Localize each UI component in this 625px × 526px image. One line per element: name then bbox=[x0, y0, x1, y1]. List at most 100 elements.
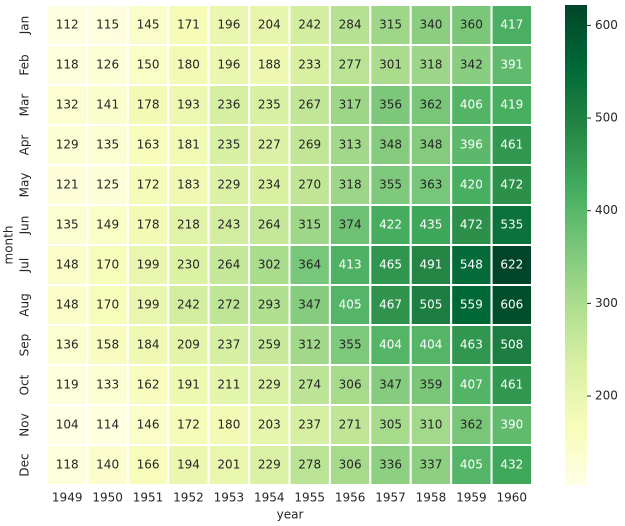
heatmap-cell bbox=[288, 84, 331, 126]
heatmap-cell bbox=[409, 244, 453, 286]
cell-label: 374 bbox=[339, 218, 362, 232]
cell-label: 355 bbox=[379, 178, 402, 192]
cell-label: 417 bbox=[500, 18, 523, 32]
heatmap-cell bbox=[490, 284, 534, 326]
cell-label: 348 bbox=[379, 138, 402, 152]
x-tick-label: 1954 bbox=[254, 491, 285, 505]
heatmap-cell bbox=[86, 364, 129, 406]
heatmap-cell bbox=[86, 404, 129, 446]
cell-label: 406 bbox=[460, 98, 483, 112]
heatmap-cell bbox=[490, 444, 534, 486]
cell-label: 183 bbox=[177, 178, 200, 192]
cell-label: 141 bbox=[96, 98, 119, 112]
cell-label: 413 bbox=[339, 258, 362, 272]
heatmap-cell bbox=[450, 164, 493, 206]
heatmap-cell bbox=[369, 404, 412, 446]
cell-label: 170 bbox=[96, 298, 119, 312]
cell-label: 301 bbox=[379, 58, 402, 72]
cell-label: 284 bbox=[339, 18, 362, 32]
heatmap-cell bbox=[167, 204, 210, 246]
cell-label: 119 bbox=[56, 378, 79, 392]
y-axis-label: month bbox=[2, 226, 16, 265]
heatmap-cell bbox=[207, 244, 251, 286]
heatmap-cell bbox=[288, 204, 331, 246]
heatmap-cell bbox=[409, 124, 453, 166]
heatmap-cell bbox=[248, 404, 291, 446]
cell-label: 204 bbox=[258, 18, 281, 32]
heatmap-cell bbox=[328, 324, 372, 366]
heatmap-cell bbox=[369, 244, 412, 286]
heatmap-cell bbox=[328, 4, 372, 46]
heatmap-cell bbox=[490, 84, 534, 126]
heatmap-cell bbox=[126, 324, 170, 366]
y-tick-label: Nov bbox=[18, 413, 32, 436]
cell-label: 227 bbox=[258, 138, 281, 152]
cell-label: 348 bbox=[420, 138, 443, 152]
cell-label: 158 bbox=[96, 338, 119, 352]
colorbar bbox=[565, 5, 587, 485]
cell-label: 132 bbox=[56, 98, 79, 112]
cell-label: 201 bbox=[217, 458, 240, 472]
heatmap-cell bbox=[328, 364, 372, 406]
cell-label: 237 bbox=[217, 338, 240, 352]
heatmap-cell bbox=[490, 124, 534, 166]
cell-label: 135 bbox=[56, 218, 79, 232]
heatmap-cell bbox=[207, 284, 251, 326]
cell-label: 318 bbox=[339, 178, 362, 192]
heatmap-cell bbox=[248, 204, 291, 246]
colorbar-tick-label: 600 bbox=[595, 18, 618, 32]
cell-label: 306 bbox=[339, 378, 362, 392]
cell-label: 129 bbox=[56, 138, 79, 152]
cell-label: 422 bbox=[379, 218, 402, 232]
cell-label: 318 bbox=[420, 58, 443, 72]
cell-label: 347 bbox=[298, 298, 321, 312]
heatmap-cell bbox=[207, 44, 251, 86]
heatmap-cell bbox=[248, 164, 291, 206]
cell-label: 126 bbox=[96, 58, 119, 72]
cell-label: 133 bbox=[96, 378, 119, 392]
cell-label: 218 bbox=[177, 218, 200, 232]
y-tick-label: Aug bbox=[18, 293, 32, 316]
cell-label: 310 bbox=[420, 418, 443, 432]
x-tick-label: 1953 bbox=[214, 491, 245, 505]
heatmap-cell bbox=[126, 164, 170, 206]
cell-label: 112 bbox=[56, 18, 79, 32]
cell-label: 467 bbox=[379, 298, 402, 312]
cell-label: 306 bbox=[339, 458, 362, 472]
x-tick-label: 1956 bbox=[335, 491, 366, 505]
heatmap-cell bbox=[409, 4, 453, 46]
cell-label: 336 bbox=[379, 458, 402, 472]
cell-label: 229 bbox=[258, 378, 281, 392]
heatmap-cell bbox=[490, 204, 534, 246]
colorbar-tick-label: 400 bbox=[595, 203, 618, 217]
heatmap-cell bbox=[86, 444, 129, 486]
cell-label: 243 bbox=[217, 218, 240, 232]
cell-label: 199 bbox=[137, 258, 160, 272]
heatmap-cell bbox=[288, 324, 331, 366]
cell-label: 230 bbox=[177, 258, 200, 272]
heatmap-cell bbox=[490, 364, 534, 406]
cell-label: 163 bbox=[137, 138, 160, 152]
heatmap-cell bbox=[369, 124, 412, 166]
cell-label: 390 bbox=[500, 418, 523, 432]
heatmap-cell bbox=[450, 404, 493, 446]
heatmap-cell bbox=[46, 404, 89, 446]
x-tick-label: 1958 bbox=[416, 491, 447, 505]
cell-label: 172 bbox=[177, 418, 200, 432]
cell-label: 162 bbox=[137, 378, 160, 392]
cell-label: 312 bbox=[298, 338, 321, 352]
cell-label: 405 bbox=[460, 458, 483, 472]
cell-label: 229 bbox=[258, 458, 281, 472]
cell-label: 317 bbox=[339, 98, 362, 112]
heatmap-cell bbox=[450, 444, 493, 486]
x-tick-label: 1957 bbox=[375, 491, 406, 505]
cell-label: 302 bbox=[258, 258, 281, 272]
cell-label: 606 bbox=[500, 298, 523, 312]
cell-label: 114 bbox=[96, 418, 119, 432]
cell-label: 242 bbox=[298, 18, 321, 32]
cell-label: 203 bbox=[258, 418, 281, 432]
cell-label: 337 bbox=[420, 458, 443, 472]
cell-label: 391 bbox=[500, 58, 523, 72]
cell-label: 360 bbox=[460, 18, 483, 32]
